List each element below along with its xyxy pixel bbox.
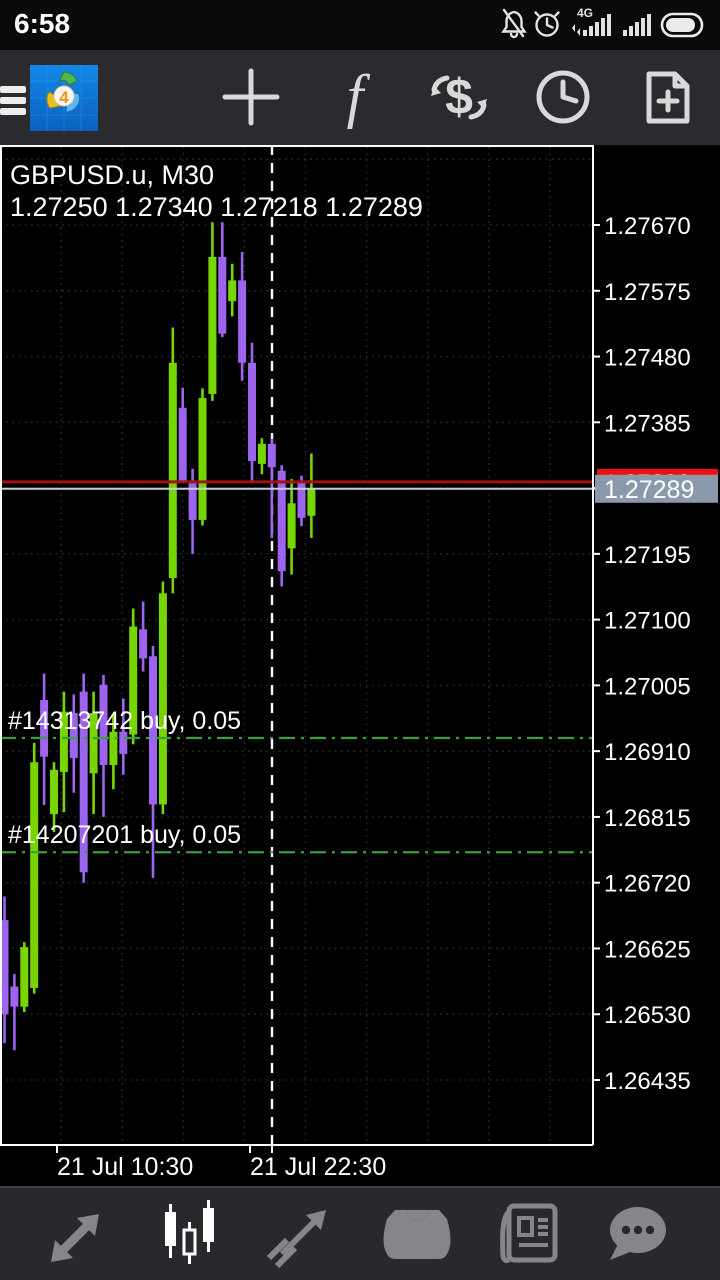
candle-body [59,711,68,772]
candle-body [119,731,128,754]
candle-body [158,593,167,805]
candle-body [139,629,148,659]
y-axis-label: 1.27100 [604,608,691,635]
chart-canvas[interactable]: #14313742 buy, 0.05 #14207201 buy, 0.05 1.… [0,145,720,1185]
candle-body [129,626,138,735]
status-time: 6:58 [14,8,71,39]
y-axis-label: 1.26530 [604,1002,691,1029]
svg-text:$: $ [445,69,473,125]
nav-history[interactable] [367,1188,467,1280]
candle-body [188,481,197,520]
candle-body [307,488,316,516]
y-axis-label: 1.26435 [604,1068,691,1095]
menu-icon[interactable] [0,50,26,145]
nav-quotes[interactable] [25,1188,125,1280]
x-axis-label: 21 Jul 22:30 [250,1153,386,1181]
candle-body [79,691,88,873]
battery-icon [660,12,704,38]
y-axis-label: 1.26720 [604,871,691,898]
nav-charts[interactable] [139,1188,239,1280]
nav-messages[interactable] [588,1188,688,1280]
y-axis-label: 1.27005 [604,673,691,700]
y-axis-label: 1.27670 [604,213,691,240]
candle-body [50,769,58,815]
signal-2-icon [623,14,651,36]
new-order-icon[interactable] [640,50,696,145]
history-clock-icon[interactable] [533,50,593,145]
svg-text:4G: 4G [577,6,593,20]
mt4-logo[interactable]: 4 [30,50,98,145]
candle-body [297,481,306,518]
position-label: #14313742 buy, 0.05 [8,707,241,735]
candle-body [178,407,187,482]
y-axis-label: 1.26815 [604,805,691,832]
candle-body [218,256,227,334]
candle-body [267,443,276,468]
candle-body [149,656,157,805]
candle-body [248,362,256,462]
candle-body [168,362,177,579]
candle-body [257,443,266,464]
indicators-icon[interactable]: f [330,50,380,145]
y-axis-label: 1.27480 [604,345,691,372]
nav-trade[interactable] [252,1188,352,1280]
status-icons: 4G [501,6,704,39]
crosshair-icon[interactable] [221,50,281,145]
candle-body [69,713,78,759]
candle-body [20,947,29,1007]
y-axis-label: 1.27385 [604,410,691,437]
candle-body [208,256,217,394]
svg-text:4: 4 [59,88,69,107]
notifications-muted-icon [501,8,527,39]
chart-ohlc-values: 1.27250 1.27340 1.27218 1.27289 [10,192,423,222]
candle-body [30,762,39,988]
candle-body [238,280,247,363]
candle-body [89,713,98,774]
candle-body [0,920,9,1015]
svg-text:f: f [347,63,371,129]
y-axis-label: 1.27575 [604,279,691,306]
bid-price-label [595,474,718,503]
x-axis-label: 21 Jul 10:30 [57,1153,193,1181]
candle-body [277,470,286,572]
candle-body [40,699,49,757]
candle-body [228,280,237,302]
y-axis-label: 1.26910 [604,739,691,766]
chart-symbol-period: GBPUSD.u, M30 [10,160,214,190]
signal-4g-icon: 4G [572,6,611,36]
status-bar: 6:58 4G [0,0,720,50]
bid-price-text: 1.27289 [604,476,694,504]
bottom-nav [0,1186,720,1280]
candle-body [109,731,118,766]
candle-body [198,398,207,520]
y-axis-label: 1.27195 [604,542,691,569]
candle-body [10,986,19,1007]
nav-news[interactable] [481,1188,581,1280]
candle-body [99,684,108,766]
y-axis-label: 1.26625 [604,936,691,963]
alarm-icon [534,11,560,37]
position-label: #14207201 buy, 0.05 [8,821,241,849]
toolbar: 4 f $ [0,50,720,145]
trade-icon[interactable]: $ [427,50,491,145]
candle-body [287,503,296,549]
